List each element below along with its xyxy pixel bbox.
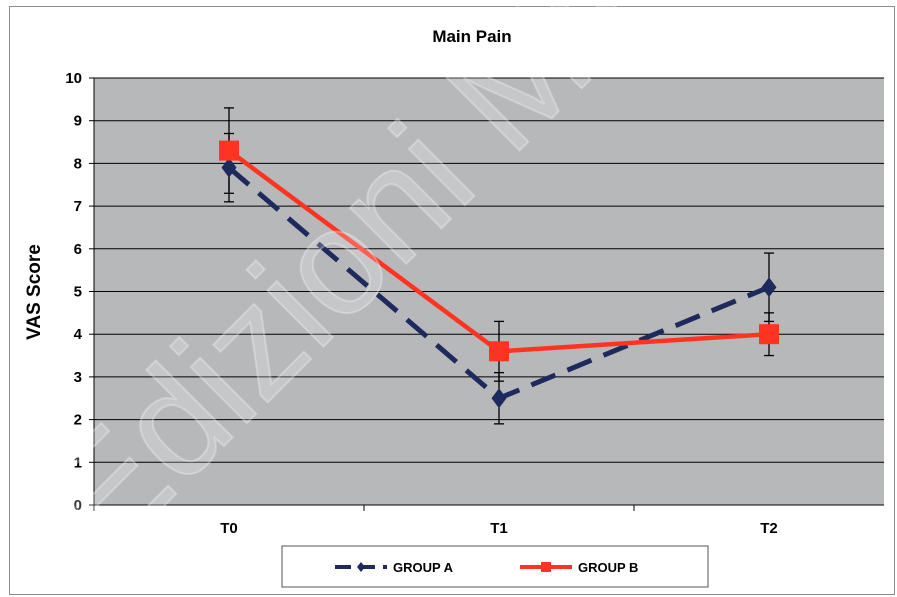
- chart-title: Main Pain: [432, 27, 511, 46]
- legend-entry-2: GROUP B: [520, 560, 638, 575]
- y-tick-label: 3: [74, 369, 82, 386]
- y-tick-label: 9: [74, 113, 82, 130]
- y-tick-label: 8: [74, 155, 82, 172]
- data-point: [221, 157, 237, 178]
- y-axis: 0 1 2 3 4 5 6 7 8 9 10: [65, 70, 95, 514]
- y-tick-label: 0: [74, 497, 82, 514]
- legend-label: GROUP B: [578, 560, 638, 575]
- y-tick-label: 1: [74, 454, 82, 471]
- data-point: [219, 140, 239, 161]
- x-axis: T0 T1 T2: [93, 504, 884, 537]
- y-tick-label: 7: [74, 198, 82, 215]
- legend-marker: [541, 562, 551, 572]
- x-tick-label: T0: [220, 520, 238, 537]
- series-2: [219, 140, 779, 362]
- legend-box: [281, 545, 709, 588]
- y-tick-label: 6: [74, 241, 82, 258]
- legend-marker: [357, 562, 365, 572]
- legend-entry-1: GROUP A: [335, 560, 454, 575]
- y-tick-label: 2: [74, 412, 82, 429]
- legend-label: GROUP A: [393, 560, 454, 575]
- data-point: [759, 324, 779, 345]
- series-layer: [219, 107, 779, 425]
- data-point: [761, 277, 777, 298]
- data-point: [489, 341, 509, 362]
- y-tick-label: 4: [74, 326, 83, 343]
- y-tick-label: 5: [74, 284, 82, 301]
- y-tick-label: 10: [65, 70, 82, 87]
- legend: GROUP A GROUP B: [281, 545, 709, 588]
- series-1: [221, 157, 777, 409]
- y-axis-label: VAS Score: [24, 244, 45, 340]
- data-point: [491, 388, 507, 409]
- x-tick-label: T2: [760, 520, 778, 537]
- x-tick-label: T1: [490, 520, 508, 537]
